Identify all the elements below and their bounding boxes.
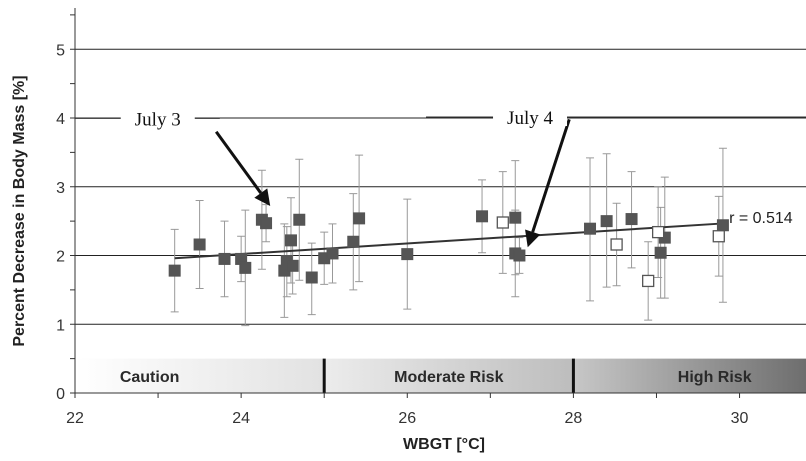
data-point [401, 248, 414, 261]
data-point [168, 264, 181, 277]
data-point [476, 210, 489, 223]
y-tick-label: 3 [56, 180, 65, 197]
data-point-open [651, 225, 665, 239]
data-point [353, 212, 366, 225]
data-point [286, 259, 299, 272]
x-tick-label: 26 [398, 410, 416, 427]
x-tick-label: 22 [66, 410, 84, 427]
data-point [625, 213, 638, 226]
grid-lines [75, 48, 806, 325]
data-point [509, 211, 522, 224]
data-point [239, 261, 252, 274]
risk-band-label: High Risk [678, 369, 752, 386]
y-tick-label: 1 [56, 317, 65, 334]
data-point [218, 252, 231, 265]
risk-band [573, 358, 806, 393]
tick-labels: 0 1 2 3 4 5 22 24 26 28 30 [56, 42, 748, 427]
error-bars [170, 147, 727, 327]
data-point [654, 246, 667, 259]
data-point [513, 249, 526, 262]
annotation-july-4: July 4 [426, 102, 806, 248]
data-point [193, 238, 206, 251]
data-point-open [642, 274, 655, 288]
risk-band-label: Moderate Risk [394, 369, 503, 386]
y-tick-label: 4 [56, 111, 65, 128]
risk-band-label: Caution [120, 369, 180, 386]
x-axis-title: WBGT [°C] [403, 436, 485, 453]
risk-band-strip: Caution Moderate Risk High Risk [75, 358, 806, 393]
correlation-label: r = 0.514 [729, 210, 793, 227]
risk-band [324, 358, 574, 393]
risk-band [75, 358, 325, 393]
x-tick-label: 30 [731, 410, 749, 427]
data-point-open [496, 216, 509, 229]
annotation-label: July 3 [135, 109, 181, 130]
y-tick-label: 2 [56, 249, 65, 266]
data-point [284, 234, 297, 247]
data-point [305, 271, 318, 284]
trendline [174, 222, 728, 260]
data-point [326, 247, 339, 260]
data-point [600, 215, 613, 228]
data-point [260, 217, 273, 230]
y-tick-label: 0 [56, 386, 65, 403]
x-tick-label: 28 [565, 410, 583, 427]
data-points [168, 210, 729, 288]
x-tick-label: 24 [232, 410, 250, 427]
y-axis-title: Percent Decrease in Body Mass [%] [11, 75, 28, 346]
trendline-group: r = 0.514 [174, 210, 793, 260]
data-point [716, 219, 729, 232]
data-point [347, 235, 360, 248]
data-point-open [610, 238, 623, 251]
data-point [584, 222, 597, 235]
y-tick-label: 5 [56, 42, 65, 59]
annotations: July 3 July 4 [75, 102, 806, 248]
data-point [293, 213, 306, 226]
annotation-label: July 4 [507, 108, 553, 129]
axes [70, 8, 806, 398]
data-point-open [712, 230, 725, 243]
annotation-july-3: July 3 [75, 103, 271, 206]
